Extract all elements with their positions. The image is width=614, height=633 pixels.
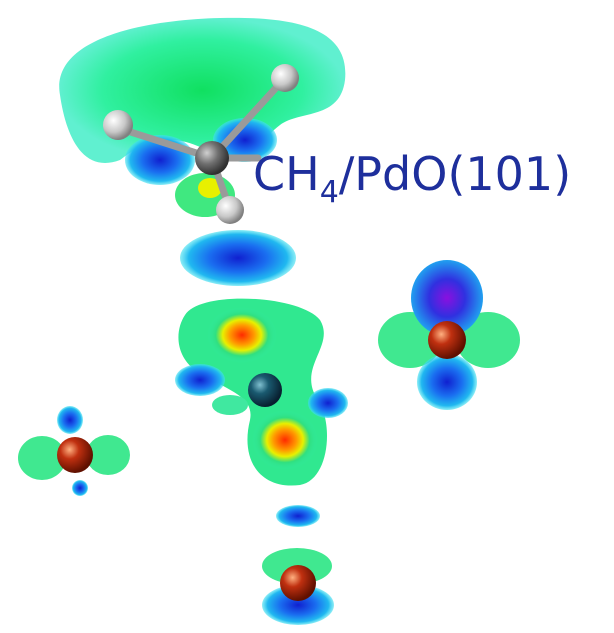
label-rest: /PdO(101) <box>339 147 571 201</box>
figure: CH4/PdO(101) <box>0 0 614 633</box>
oxygen-atom <box>428 321 466 359</box>
density-lobe <box>308 388 348 418</box>
hydrogen-atom <box>271 64 299 92</box>
density-lobe <box>180 230 296 286</box>
density-lobe <box>212 395 248 415</box>
system-label: CH4/PdO(101) <box>253 147 571 210</box>
density-lobe <box>252 410 318 470</box>
density-lobe <box>207 307 277 363</box>
page: CH4/PdO(101) (() => { const data = JSON.… <box>0 0 614 633</box>
carbon-atom <box>195 141 229 175</box>
hydrogen-atom <box>216 196 244 224</box>
density-lobe <box>417 354 477 410</box>
label-main: CH <box>253 147 320 201</box>
label-subscript: 4 <box>320 175 339 210</box>
density-lobe <box>72 480 88 496</box>
density-lobe <box>175 364 225 396</box>
density-lobe <box>276 505 320 527</box>
hydrogen-atom <box>103 110 133 140</box>
palladium-atom <box>248 373 282 407</box>
density-cloud <box>59 18 345 163</box>
oxygen-atom <box>57 437 93 473</box>
density-lobe <box>57 406 83 434</box>
oxygen-atom <box>280 565 316 601</box>
